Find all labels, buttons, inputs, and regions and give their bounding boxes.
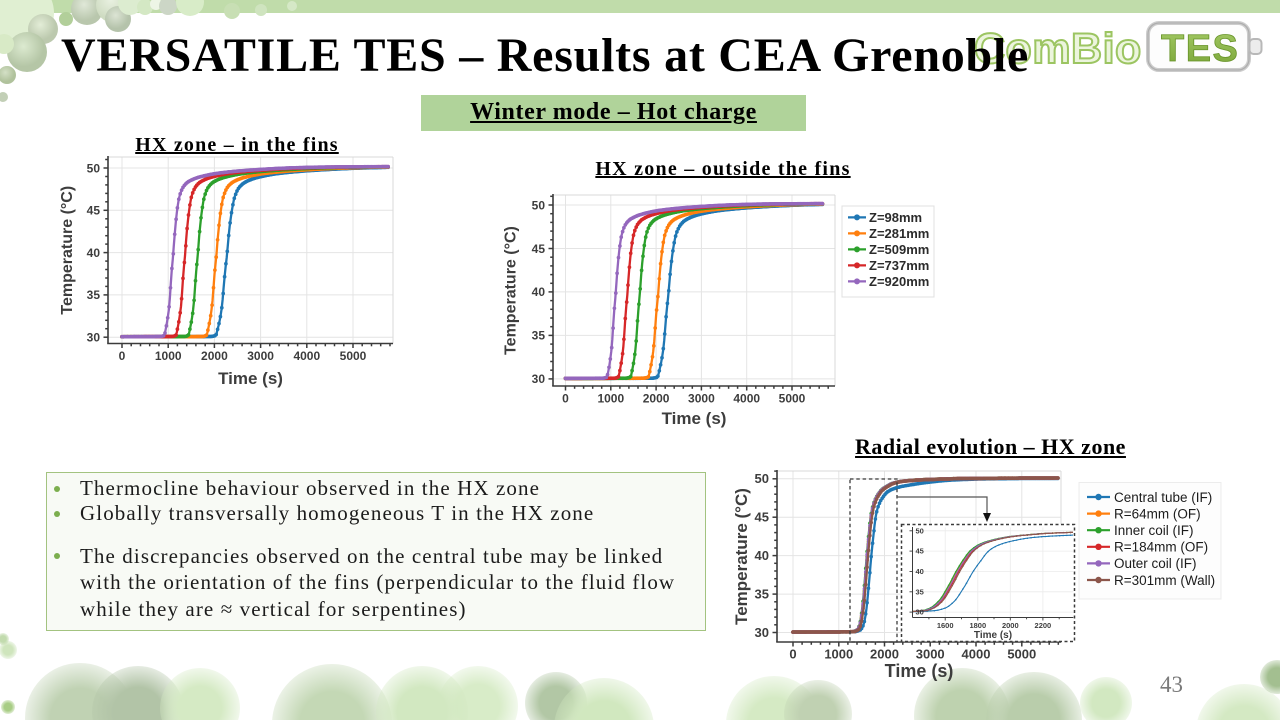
svg-text:Time (s): Time (s) (218, 369, 283, 388)
svg-text:2000: 2000 (201, 349, 228, 363)
svg-text:1000: 1000 (597, 392, 624, 406)
svg-text:3000: 3000 (916, 647, 945, 662)
svg-text:35: 35 (916, 587, 924, 596)
svg-text:R=301mm (Wall): R=301mm (Wall) (1114, 573, 1215, 588)
svg-text:4000: 4000 (293, 349, 320, 363)
svg-text:4000: 4000 (733, 392, 760, 406)
svg-text:30: 30 (87, 331, 101, 345)
svg-text:50: 50 (87, 161, 101, 175)
svg-text:R=184mm (OF): R=184mm (OF) (1114, 540, 1208, 555)
svg-text:4000: 4000 (962, 647, 991, 662)
svg-text:TES: TES (1161, 28, 1239, 70)
svg-text:Central tube (IF): Central tube (IF) (1114, 490, 1212, 505)
svg-text:45: 45 (87, 204, 101, 218)
svg-text:Inner coil (IF): Inner coil (IF) (1114, 523, 1194, 538)
svg-text:Z=509mm: Z=509mm (869, 242, 929, 257)
svg-text:Temperature (°C): Temperature (°C) (59, 186, 76, 315)
svg-text:1800: 1800 (969, 621, 986, 630)
svg-text:35: 35 (532, 329, 546, 343)
svg-text:2000: 2000 (870, 647, 899, 662)
svg-text:Time (s): Time (s) (885, 661, 954, 681)
svg-text:45: 45 (916, 547, 924, 556)
svg-text:35: 35 (87, 288, 101, 302)
svg-text:Z=281mm: Z=281mm (869, 226, 929, 241)
svg-text:1000: 1000 (824, 647, 853, 662)
svg-text:Z=920mm: Z=920mm (869, 274, 929, 289)
svg-text:Outer coil (IF): Outer coil (IF) (1114, 556, 1197, 571)
svg-text:2200: 2200 (1035, 621, 1052, 630)
svg-text:5000: 5000 (1007, 647, 1036, 662)
svg-text:ComBio: ComBio (974, 25, 1142, 73)
svg-text:0: 0 (789, 647, 796, 662)
svg-text:30: 30 (916, 608, 924, 617)
svg-text:40: 40 (755, 548, 769, 563)
svg-text:1000: 1000 (155, 349, 182, 363)
svg-text:Temperature (°C): Temperature (°C) (732, 488, 751, 625)
svg-text:3000: 3000 (688, 392, 715, 406)
svg-text:2000: 2000 (1002, 621, 1019, 630)
svg-text:35: 35 (755, 586, 769, 601)
svg-text:R=64mm (OF): R=64mm (OF) (1114, 506, 1201, 521)
svg-text:50: 50 (532, 198, 546, 212)
svg-text:45: 45 (532, 242, 546, 256)
svg-text:0: 0 (562, 392, 569, 406)
svg-text:5000: 5000 (340, 349, 367, 363)
svg-text:30: 30 (532, 372, 546, 386)
svg-text:3000: 3000 (247, 349, 274, 363)
svg-text:40: 40 (916, 567, 924, 576)
svg-text:1600: 1600 (937, 621, 954, 630)
svg-text:2000: 2000 (643, 392, 670, 406)
svg-text:40: 40 (532, 285, 546, 299)
svg-text:45: 45 (755, 510, 769, 525)
svg-text:Time (s): Time (s) (974, 630, 1012, 641)
svg-text:Time (s): Time (s) (662, 409, 727, 428)
svg-text:30: 30 (755, 625, 769, 640)
svg-text:50: 50 (916, 526, 924, 535)
svg-text:40: 40 (87, 246, 101, 260)
svg-text:0: 0 (119, 349, 126, 363)
svg-text:Z=737mm: Z=737mm (869, 258, 929, 273)
svg-text:Z=98mm: Z=98mm (869, 210, 922, 225)
svg-text:5000: 5000 (779, 392, 806, 406)
svg-text:50: 50 (755, 471, 769, 486)
svg-text:Temperature (°C): Temperature (°C) (503, 226, 520, 355)
